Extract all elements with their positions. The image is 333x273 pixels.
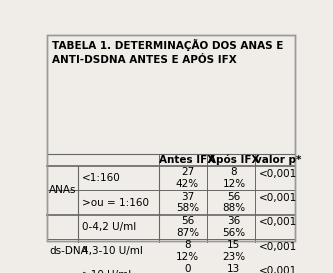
Text: Após IFX: Após IFX <box>208 155 260 165</box>
Text: 12%: 12% <box>222 179 245 189</box>
Text: 56: 56 <box>181 216 194 226</box>
Text: >10 U/ml: >10 U/ml <box>82 270 131 273</box>
Text: 88%: 88% <box>222 203 245 213</box>
Text: <1:160: <1:160 <box>82 173 120 183</box>
Text: 37: 37 <box>181 192 194 202</box>
Text: <0,001: <0,001 <box>259 266 297 273</box>
Text: 8: 8 <box>230 167 237 177</box>
Text: 87%: 87% <box>176 228 199 238</box>
Text: 8: 8 <box>184 240 191 250</box>
Text: 42%: 42% <box>176 179 199 189</box>
Text: 36: 36 <box>227 216 240 226</box>
Text: <0,001: <0,001 <box>259 218 297 227</box>
Text: Antes IFX: Antes IFX <box>159 155 215 165</box>
Text: 58%: 58% <box>176 203 199 213</box>
Text: 56%: 56% <box>222 228 245 238</box>
Text: 56: 56 <box>227 192 240 202</box>
Text: 4,3-10 U/ml: 4,3-10 U/ml <box>82 246 143 256</box>
Text: <0,001: <0,001 <box>259 242 297 252</box>
Text: TABELA 1. DETERMINAÇÃO DOS ANAS E: TABELA 1. DETERMINAÇÃO DOS ANAS E <box>52 39 283 51</box>
Text: 0: 0 <box>184 264 191 273</box>
Text: >ou = 1:160: >ou = 1:160 <box>82 197 149 207</box>
Text: 12%: 12% <box>176 252 199 262</box>
Text: ANTI-DSDNA ANTES E APÓS IFX: ANTI-DSDNA ANTES E APÓS IFX <box>52 55 237 65</box>
Text: <0,001: <0,001 <box>259 193 297 203</box>
Text: <0,001: <0,001 <box>259 169 297 179</box>
Text: valor p*: valor p* <box>254 155 301 165</box>
Text: 27: 27 <box>181 167 194 177</box>
Text: ANAs: ANAs <box>49 185 77 195</box>
FancyBboxPatch shape <box>47 35 294 241</box>
Text: ds-DNA: ds-DNA <box>49 246 88 256</box>
Text: 15: 15 <box>227 240 240 250</box>
Text: 13: 13 <box>227 264 240 273</box>
Text: 0-4,2 U/ml: 0-4,2 U/ml <box>82 222 136 232</box>
Text: 23%: 23% <box>222 252 245 262</box>
